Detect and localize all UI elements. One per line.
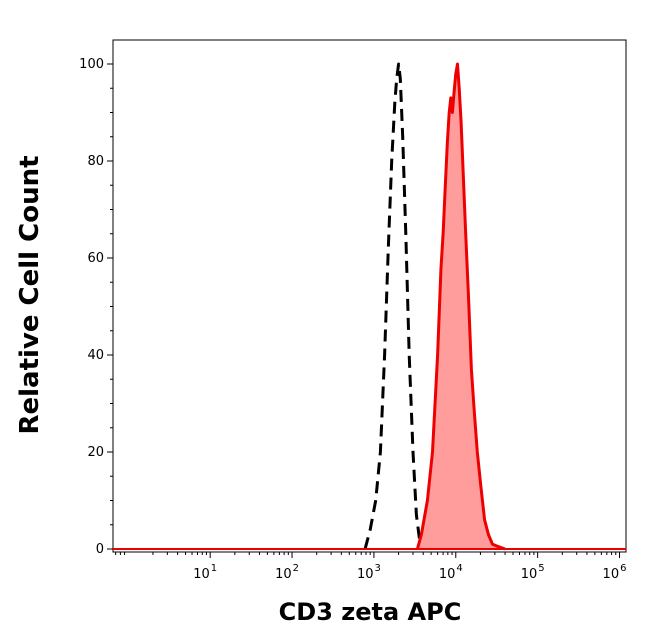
series-layer [113, 62, 626, 551]
y-tick-label: 80 [87, 154, 104, 169]
y-tick-label: 100 [79, 57, 104, 72]
x-tick-label: 103 [357, 563, 381, 582]
x-tick-label: 105 [521, 563, 545, 582]
x-tick-label: 102 [275, 563, 299, 582]
y-axis-title: Relative Cell Count [15, 155, 45, 434]
series-1-line [415, 62, 506, 551]
plot-frame [112, 39, 627, 553]
y-tick-label: 60 [87, 251, 104, 266]
x-axis-title: CD3 zeta APC [279, 598, 462, 626]
series-1-fill [417, 64, 506, 549]
axis-ticks: 0 20 40 60 80 100 101 102 103 104 105 106 [79, 57, 626, 582]
x-tick-label: 104 [439, 563, 463, 582]
x-tick-label: 101 [193, 563, 217, 582]
y-tick-label: 40 [87, 348, 104, 363]
x-tick-label: 106 [603, 563, 627, 582]
y-tick-label: 20 [87, 445, 104, 460]
series-0-line [363, 62, 424, 550]
y-tick-label: 0 [96, 542, 104, 557]
